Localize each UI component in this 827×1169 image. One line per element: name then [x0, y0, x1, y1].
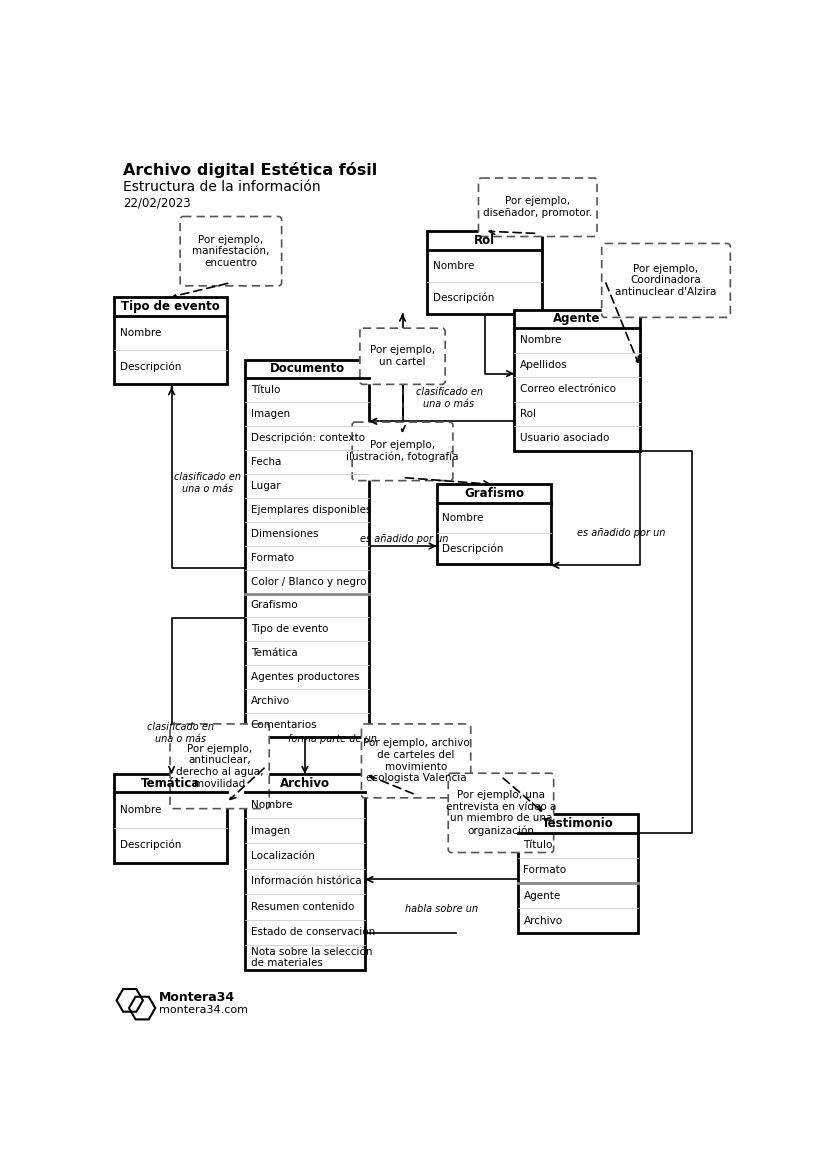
Text: Archivo: Archivo — [523, 915, 562, 926]
FancyBboxPatch shape — [448, 773, 553, 852]
Text: Nombre: Nombre — [120, 805, 161, 815]
Text: Por ejemplo, archivo
de carteles del
movimiento
ecologista Valencia: Por ejemplo, archivo de carteles del mov… — [363, 739, 470, 783]
Text: Por ejemplo,
antinuclear,
derecho al agua,
movilidad: Por ejemplo, antinuclear, derecho al agu… — [176, 743, 263, 789]
Text: Nombre: Nombre — [442, 513, 484, 524]
Bar — [518, 814, 638, 933]
Text: Por ejemplo,
Coordinadora
antinuclear d'Alzira: Por ejemplo, Coordinadora antinuclear d'… — [615, 264, 717, 297]
Text: Tipo de evento: Tipo de evento — [121, 300, 220, 313]
Text: Ejemplares disponibles: Ejemplares disponibles — [251, 505, 371, 514]
Text: Agentes productores: Agentes productores — [251, 672, 359, 683]
Text: Usuario asociado: Usuario asociado — [519, 434, 609, 443]
Text: Archivo: Archivo — [280, 776, 330, 790]
Text: Dimensiones: Dimensiones — [251, 528, 318, 539]
Text: Descripción: Descripción — [120, 839, 181, 850]
Text: Temática: Temática — [141, 776, 200, 790]
Bar — [114, 297, 227, 385]
Text: Por ejemplo,
diseñador, promotor.: Por ejemplo, diseñador, promotor. — [483, 196, 592, 219]
Text: Descripción: Descripción — [433, 292, 494, 303]
Bar — [428, 231, 542, 313]
Text: Formato: Formato — [251, 553, 294, 562]
Bar — [514, 310, 639, 450]
FancyBboxPatch shape — [479, 178, 597, 236]
Text: clasificado en
una o más: clasificado en una o más — [147, 722, 214, 743]
FancyBboxPatch shape — [602, 243, 730, 317]
Text: Rol: Rol — [474, 234, 495, 247]
Text: Testimonio: Testimonio — [543, 817, 614, 830]
Text: es añadido por un: es añadido por un — [577, 528, 665, 538]
Text: Grafismo: Grafismo — [251, 601, 299, 610]
Text: Por ejemplo,
un cartel: Por ejemplo, un cartel — [370, 346, 435, 367]
Text: Localización: Localización — [251, 851, 314, 862]
Text: Color / Blanco y negro: Color / Blanco y negro — [251, 576, 366, 587]
Text: Correo electrónico: Correo electrónico — [519, 385, 615, 394]
Text: Agente: Agente — [523, 891, 561, 900]
Text: Estado de conservación: Estado de conservación — [251, 927, 375, 938]
Text: Descripción: contexto: Descripción: contexto — [251, 433, 365, 443]
Text: Título: Título — [523, 841, 552, 850]
Text: Descripción: Descripción — [120, 362, 181, 373]
Text: Tipo de evento: Tipo de evento — [251, 624, 328, 635]
Text: Archivo digital Estética fósil: Archivo digital Estética fósil — [122, 161, 377, 178]
Text: Título: Título — [251, 385, 280, 395]
Text: Agente: Agente — [553, 312, 600, 325]
Text: Imagen: Imagen — [251, 825, 289, 836]
Text: 22/02/2023: 22/02/2023 — [122, 196, 190, 209]
Bar — [114, 774, 227, 863]
FancyBboxPatch shape — [170, 724, 270, 809]
Text: Información histórica: Información histórica — [251, 877, 361, 886]
Bar — [245, 360, 369, 736]
Bar — [245, 774, 366, 970]
Text: Comentarios: Comentarios — [251, 720, 318, 731]
Text: Grafismo: Grafismo — [464, 487, 524, 500]
Text: Fecha: Fecha — [251, 457, 281, 466]
Text: Rol: Rol — [519, 409, 536, 419]
Bar — [437, 484, 552, 563]
Text: Nombre: Nombre — [519, 336, 561, 345]
Text: clasificado en
una o más: clasificado en una o más — [174, 472, 241, 493]
Text: Nombre: Nombre — [433, 261, 474, 270]
Text: Imagen: Imagen — [251, 409, 289, 420]
Text: Formato: Formato — [523, 865, 566, 876]
Text: Nombre: Nombre — [120, 328, 161, 338]
FancyBboxPatch shape — [352, 422, 453, 480]
Text: Descripción: Descripción — [442, 544, 504, 554]
Text: habla sobre un: habla sobre un — [404, 904, 478, 914]
Text: Archivo: Archivo — [251, 697, 289, 706]
Text: Documento: Documento — [270, 362, 345, 375]
Text: Por ejemplo,
manifestación,
encuentro: Por ejemplo, manifestación, encuentro — [192, 235, 270, 268]
Text: Apellidos: Apellidos — [519, 360, 567, 369]
Text: forma parte de un: forma parte de un — [288, 734, 376, 745]
Text: Estructura de la información: Estructura de la información — [122, 180, 320, 194]
Text: Por ejemplo,
ilustración, fotografía: Por ejemplo, ilustración, fotografía — [347, 441, 459, 463]
Text: Por ejemplo, una
entrevista en vídeo a
un miembro de una
organización: Por ejemplo, una entrevista en vídeo a u… — [446, 790, 556, 836]
FancyBboxPatch shape — [361, 724, 471, 798]
FancyBboxPatch shape — [180, 216, 282, 285]
Text: Nota sobre la selección
de materiales: Nota sobre la selección de materiales — [251, 947, 372, 968]
Text: es añadido por un: es añadido por un — [360, 534, 448, 544]
Text: Montera34: Montera34 — [159, 991, 236, 1004]
FancyBboxPatch shape — [360, 328, 445, 385]
Text: Temática: Temática — [251, 649, 297, 658]
Text: Lugar: Lugar — [251, 480, 280, 491]
Text: clasificado en
una o más: clasificado en una o más — [415, 387, 482, 409]
Text: Resumen contenido: Resumen contenido — [251, 901, 354, 912]
Text: Nombre: Nombre — [251, 800, 292, 810]
Text: montera34.com: montera34.com — [159, 1005, 248, 1016]
